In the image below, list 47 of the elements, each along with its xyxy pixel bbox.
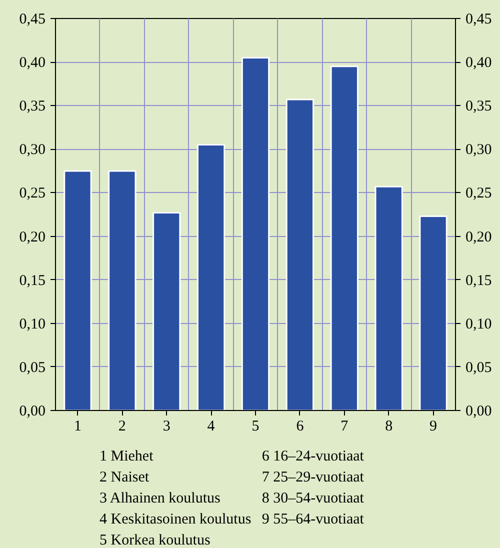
x-tick-label: 4 [207,418,216,434]
y2-tick-label: 0,20 [466,229,492,246]
y2-tick-label: 0,35 [466,98,492,115]
y2-tick-label: 0,00 [466,404,492,420]
text: 8 30–54-vuotiaat [262,490,365,506]
x-tick-label: 6 [296,418,304,434]
y-tick-label: 0,35 [19,98,46,115]
text: 5 Korkea koulutus [100,532,210,548]
y2-tick-label: 0,40 [466,55,492,72]
y2-tick-label: 0,30 [466,142,492,158]
bar [152,212,181,410]
x-tick-label: 3 [162,418,170,434]
y2-tick-label: 0,15 [466,272,492,289]
x-tick-label: 2 [118,418,126,434]
y-tick-label: 0,45 [19,12,46,28]
y-tick-label: 0,40 [19,55,46,72]
bar [419,215,448,410]
y-tick-label: 0,20 [19,229,46,246]
text: 9 55–64-vuotiaat [262,512,365,528]
x-tick-label: 5 [252,418,260,434]
y-tick-label: 0,00 [19,404,46,420]
text: 1 Miehet [100,448,154,464]
x-tick-label: 1 [74,418,82,434]
y-tick-label: 0,25 [19,186,46,202]
bar [196,144,226,410]
text: 3 Alhainen koulutus [100,490,220,506]
bar [374,186,403,410]
y2-tick-label: 0,25 [466,186,492,202]
x-tick-label: 8 [385,418,393,434]
y-tick-label: 0,05 [19,360,46,376]
bar [286,98,314,410]
bar [108,170,136,410]
y2-tick-label: 0,10 [466,316,492,332]
bar [241,56,270,410]
y-tick-label: 0,10 [19,316,46,332]
y2-tick-label: 0,45 [466,12,492,28]
y2-tick-label: 0,05 [466,360,492,376]
y-tick-label: 0,30 [19,142,46,158]
text: 4 Keskitasoinen koulutus [100,512,252,528]
x-tick-label: 9 [430,418,438,434]
text: 7 25–29-vuotiaat [262,470,365,486]
x-tick-label: 7 [340,418,349,434]
text: 6 16–24-vuotiaat [262,448,365,464]
text: 2 Naiset [100,470,150,486]
bar [330,66,358,410]
bar [64,170,92,410]
y-tick-label: 0,15 [19,272,46,289]
